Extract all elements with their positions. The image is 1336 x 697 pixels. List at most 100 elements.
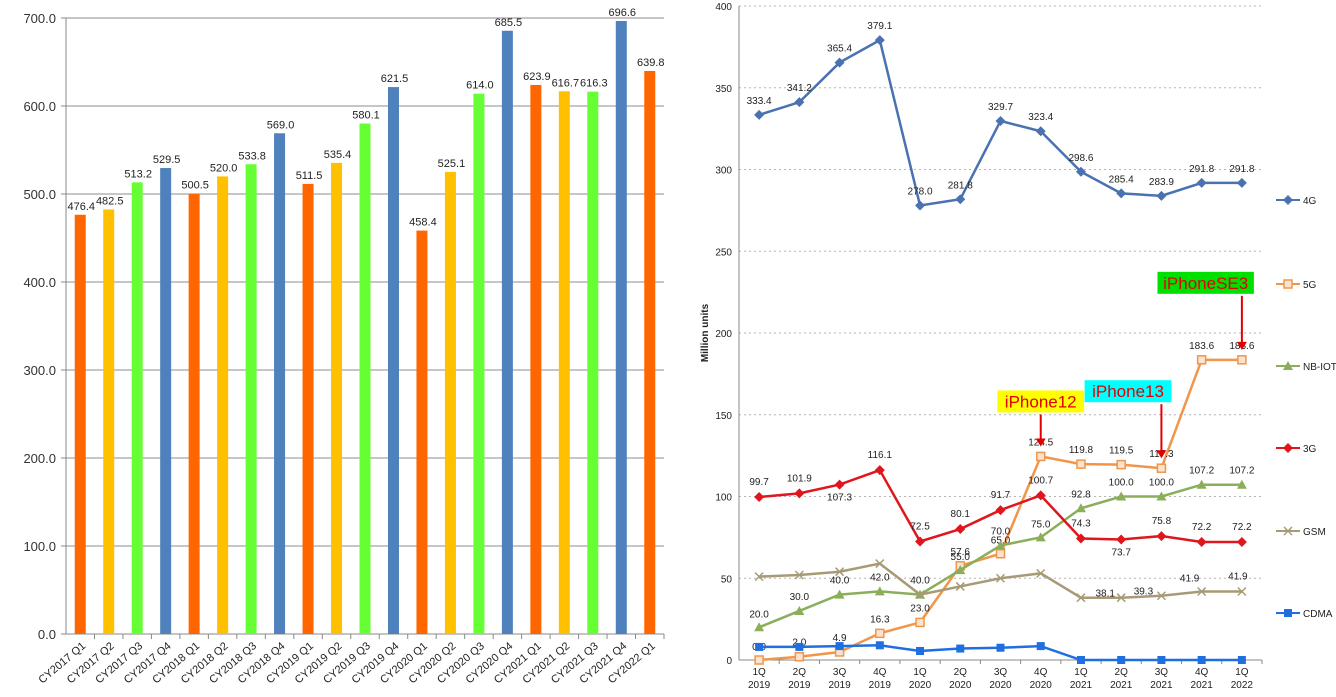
data-point (1035, 451, 1046, 462)
data-point (1076, 593, 1086, 603)
data-label: 72.2 (1232, 522, 1252, 533)
data-point (1116, 534, 1127, 545)
data-point (794, 97, 805, 108)
bar-value-label: 476.4 (67, 201, 95, 213)
bar (387, 87, 399, 634)
line-chart-panel: 0 50 100 150 200 250 300 350 400 Million units 1Q 2… (672, 0, 1336, 692)
data-point (1156, 531, 1167, 542)
data-point (874, 465, 885, 476)
data-label: 72.2 (1192, 522, 1212, 533)
annotation-iphonese3: iPhoneSE3 (1157, 271, 1254, 350)
annotation-arrowhead (1236, 341, 1247, 350)
data-point (1156, 190, 1167, 201)
y-tick-label: 400 (715, 2, 732, 13)
y-tick-label: 250 (715, 247, 732, 258)
data-label: 100.0 (1109, 478, 1134, 489)
bar (302, 183, 314, 634)
annotation-iphone12: iPhone12 (997, 390, 1085, 447)
bar-value-label: 696.6 (609, 7, 637, 19)
annotation-box (997, 390, 1085, 413)
data-label: 40.0 (910, 576, 930, 587)
data-point (1035, 490, 1046, 501)
annotation-arrowhead (1156, 450, 1167, 459)
data-point (794, 651, 805, 662)
data-point (1236, 177, 1247, 188)
legend-label: 4G (1303, 196, 1317, 207)
legend-label: CDMA (1303, 609, 1333, 620)
x-tick-label: 2Q (954, 667, 968, 678)
x-tick-label: 1Q (1235, 667, 1249, 678)
data-point (875, 628, 885, 639)
data-point (1036, 642, 1045, 651)
x-tick-label: 2019 (788, 680, 811, 691)
x-tick-label: 1Q (752, 667, 766, 678)
data-point (835, 567, 845, 577)
data-label: 278.0 (908, 186, 933, 197)
x-tick-label: 2021 (1070, 680, 1093, 691)
y-tick-label: 0.0 (38, 627, 56, 642)
data-label: 23.0 (910, 603, 930, 614)
data-point (1116, 593, 1126, 603)
data-point (1116, 491, 1127, 501)
annotation-arrowhead (1035, 438, 1046, 447)
data-point (1035, 532, 1046, 542)
bar (473, 93, 485, 635)
data-point (1075, 533, 1086, 544)
data-point (915, 536, 926, 547)
y-tick-label: 50 (721, 574, 733, 585)
data-label: 291.8 (1229, 164, 1254, 175)
data-point (1284, 609, 1292, 617)
data-point (1236, 479, 1247, 489)
legend-item-nb-iot: NB-IOT (1276, 361, 1336, 373)
legend-label: NB-IOT (1303, 362, 1336, 373)
data-point (1075, 503, 1086, 513)
data-point (1076, 459, 1086, 469)
bar (444, 171, 456, 635)
legend-label: 3G (1303, 444, 1317, 455)
data-point (1283, 279, 1293, 289)
data-point (1283, 443, 1293, 453)
data-point (1156, 491, 1167, 501)
data-point (1117, 656, 1126, 664)
data-label: 329.7 (988, 102, 1013, 113)
x-tick-label: 2019 (828, 680, 851, 691)
data-point (795, 642, 804, 651)
legend-item-3g: 3G (1276, 443, 1317, 455)
data-point (834, 57, 845, 68)
data-label: 75.8 (1152, 516, 1172, 527)
data-label: 291.8 (1189, 164, 1214, 175)
data-label: 75.0 (1031, 519, 1051, 530)
data-point (955, 524, 966, 535)
data-label: 298.6 (1068, 153, 1093, 164)
bar (274, 133, 286, 634)
x-tick-label: 2020 (949, 680, 972, 691)
data-label: 285.4 (1109, 174, 1134, 185)
x-tick-label: 1Q (1074, 667, 1088, 678)
data-point (1237, 586, 1247, 597)
bar-value-label: 500.5 (181, 180, 209, 192)
y-tick-label: 700.0 (23, 11, 56, 26)
x-tick-label: 4Q (1195, 667, 1209, 678)
data-label: 4.9 (833, 633, 847, 644)
legend-label: GSM (1303, 527, 1326, 538)
data-point (1196, 479, 1207, 489)
y-tick-label: 150 (715, 411, 732, 422)
data-point (915, 617, 925, 628)
bar-value-label: 621.5 (381, 73, 409, 85)
data-point (874, 586, 885, 596)
x-tick-label: 3Q (994, 667, 1008, 678)
bar-value-label: 533.8 (238, 150, 266, 162)
data-point (1237, 355, 1247, 365)
x-tick-label: 2020 (909, 680, 932, 691)
x-tick-label: 2019 (748, 680, 771, 691)
series-5g: 0.02.04.916.323.057.665.0124.5119.8119.5… (752, 341, 1255, 665)
legend-item-gsm: GSM (1276, 526, 1326, 538)
data-label: 70.0 (991, 527, 1011, 538)
data-point (1116, 459, 1126, 470)
data-label: 41.9 (1180, 573, 1200, 584)
y-tick-label: 0 (726, 656, 732, 667)
data-label: 57.6 (951, 547, 971, 558)
legend-item-4g: 4G (1276, 195, 1317, 207)
data-label: 333.4 (747, 96, 772, 107)
data-point (1157, 656, 1166, 664)
